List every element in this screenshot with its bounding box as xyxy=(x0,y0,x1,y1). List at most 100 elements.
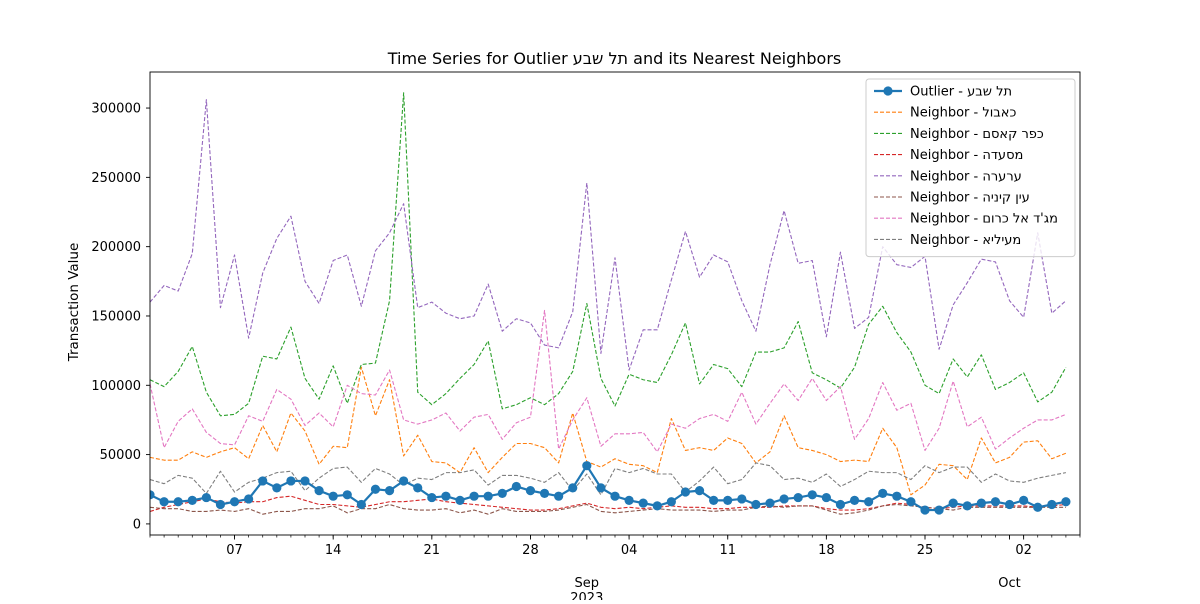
axes: 0 50000 100000 150000 200000 250000 300000 07 14… xyxy=(91,71,1081,604)
series-point xyxy=(286,476,296,486)
y-tick-label: 250000 xyxy=(91,171,141,186)
series-point xyxy=(215,499,226,510)
series-point xyxy=(173,497,183,507)
series-point xyxy=(441,491,451,501)
series-point xyxy=(384,486,395,496)
series-point xyxy=(328,491,338,501)
series-point xyxy=(1033,502,1043,512)
series-point xyxy=(342,490,352,500)
series-point xyxy=(159,497,169,507)
series-point xyxy=(356,499,366,510)
series-point xyxy=(892,491,902,501)
series-point xyxy=(666,497,676,507)
series-point xyxy=(849,495,860,505)
series-point xyxy=(737,494,747,504)
series-point xyxy=(370,484,381,494)
series-point xyxy=(779,494,789,504)
series-line-5 xyxy=(150,503,1066,515)
x-tick-label: 04 xyxy=(621,543,638,558)
series-point xyxy=(258,476,268,486)
series-point xyxy=(878,488,888,499)
series-point xyxy=(610,491,620,501)
series-line-1 xyxy=(150,366,1067,496)
y-tick-label: 0 xyxy=(133,517,141,532)
legend-label: Neighbor - מעיליא xyxy=(910,233,1021,248)
series-point xyxy=(455,495,465,505)
legend-swatch-marker xyxy=(883,86,893,96)
series-point xyxy=(582,461,592,471)
series-point xyxy=(399,476,409,486)
legend-box xyxy=(865,78,1076,258)
series-point xyxy=(596,483,606,493)
y-tick-label: 150000 xyxy=(91,309,141,324)
series-point xyxy=(300,476,310,486)
x-tick-label: 25 xyxy=(917,543,934,558)
series-point xyxy=(150,490,155,500)
series-point xyxy=(709,495,719,505)
series-point xyxy=(469,491,479,501)
y-tick-label: 50000 xyxy=(100,448,141,463)
series-point xyxy=(920,505,930,515)
series-point xyxy=(864,497,874,507)
y-axis-label: Transaction Value xyxy=(66,243,82,363)
series-point xyxy=(948,498,958,508)
series-point xyxy=(244,494,254,504)
series-point xyxy=(187,495,197,505)
series-point xyxy=(723,495,733,505)
series-point xyxy=(652,501,662,511)
x-tick-label: 21 xyxy=(424,543,441,558)
series-point xyxy=(638,498,648,508)
legend: Outlier - תל שבע Neighbor - כאבול Neighbor… xyxy=(865,78,1076,258)
series-point xyxy=(539,488,550,499)
series-line-4 xyxy=(150,99,1067,371)
x-year-label: 2023 xyxy=(570,591,603,600)
series-point xyxy=(314,486,324,496)
series-point xyxy=(229,497,240,507)
series-point xyxy=(821,492,831,503)
x-tick-label: 02 xyxy=(1015,543,1032,558)
x-tick-label: 18 xyxy=(818,543,835,558)
series-point xyxy=(807,490,817,500)
x-month-label: Sep xyxy=(575,576,600,591)
series-point xyxy=(1019,495,1029,505)
x-tick-label: 11 xyxy=(719,543,736,558)
series-point xyxy=(201,492,211,503)
series-point xyxy=(680,487,691,497)
plot-area xyxy=(150,92,1071,515)
series-point xyxy=(483,491,493,501)
series-point xyxy=(1004,499,1015,510)
x-tick-label: 14 xyxy=(325,543,342,558)
legend-label: Neighbor - מסעדה xyxy=(910,148,1023,163)
y-tick-label: 300000 xyxy=(91,102,141,117)
series-point xyxy=(835,499,846,510)
series-point xyxy=(906,497,916,507)
legend-label: Neighbor - כאבול xyxy=(910,106,1016,121)
series-line-6 xyxy=(150,309,1067,453)
series-point xyxy=(1061,497,1071,507)
series-point xyxy=(694,486,705,496)
legend-label: Neighbor - עין קיניה xyxy=(910,191,1030,206)
series-line-7 xyxy=(150,462,1067,496)
x-tick-label: 28 xyxy=(522,543,539,558)
series-point xyxy=(511,481,521,492)
legend-label: Outlier - תל שבע xyxy=(910,85,1012,100)
series-point xyxy=(751,499,761,510)
series-point xyxy=(976,498,986,508)
series-line-0 xyxy=(150,464,1067,512)
series-point xyxy=(990,497,1001,507)
series-point xyxy=(554,491,564,501)
legend-label: Neighbor - מג'ד אל כרום xyxy=(910,212,1058,227)
series-point xyxy=(962,501,972,511)
y-tick-label: 100000 xyxy=(91,379,141,394)
series-point xyxy=(934,505,944,515)
series-point xyxy=(624,495,634,505)
x-month-label: Oct xyxy=(998,576,1020,591)
legend-label: Neighbor - כפר קאסם xyxy=(910,127,1044,142)
series-point xyxy=(427,492,437,503)
y-tick-label: 200000 xyxy=(91,240,141,255)
series-point xyxy=(568,483,578,493)
series-point xyxy=(413,483,423,493)
series-line-2 xyxy=(150,92,1067,417)
x-tick-label: 07 xyxy=(226,543,243,558)
series-point xyxy=(765,498,775,508)
